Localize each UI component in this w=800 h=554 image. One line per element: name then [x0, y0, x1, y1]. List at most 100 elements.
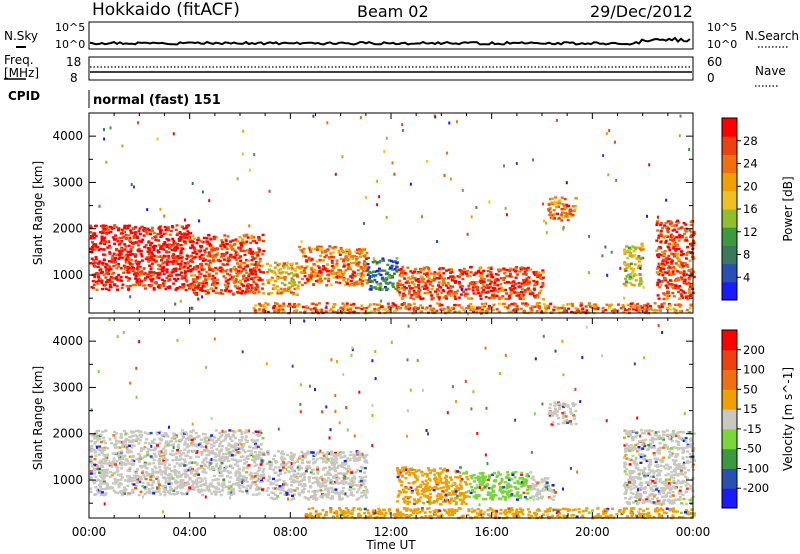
power-cell [339, 257, 343, 261]
velocity-cell [212, 474, 216, 478]
power-cell [433, 278, 437, 281]
power-cell [438, 271, 442, 274]
power-cell [373, 309, 377, 313]
power-cell [482, 278, 486, 281]
power-cell [635, 257, 639, 260]
velocity-cell [94, 486, 98, 489]
power-cell [110, 227, 114, 230]
power-sparse-cell [365, 195, 367, 199]
velocity-cell [226, 433, 230, 436]
velocity-cell [116, 473, 120, 476]
power-cell [231, 292, 235, 295]
power-cell [410, 274, 414, 278]
power-cell [258, 308, 261, 311]
velocity-cell [205, 486, 209, 489]
power-cell [187, 224, 191, 227]
power-cell [311, 302, 315, 305]
power-cell [97, 279, 101, 283]
power-cell [684, 296, 688, 299]
velocity-cell [359, 469, 362, 473]
velocity-cell [230, 439, 234, 442]
power-cell [99, 247, 103, 251]
velocity-cell [258, 433, 262, 437]
velocity-cell [211, 451, 215, 455]
power-cell [189, 240, 192, 244]
power-cell [119, 241, 123, 244]
power-cell [667, 257, 671, 261]
power-cell [660, 303, 664, 306]
velocity-cell [219, 466, 223, 469]
velocity-cell [198, 480, 202, 484]
power-cell [440, 291, 444, 294]
power-cell [529, 307, 533, 310]
power-cell [639, 277, 643, 280]
power-cell [430, 298, 434, 301]
power-sparse-cell [426, 159, 429, 163]
power-cell [533, 288, 537, 292]
velocity-cell [92, 481, 96, 485]
power-cell [243, 265, 247, 268]
power-cell [423, 291, 427, 295]
velocity-cell [145, 438, 149, 441]
power-cell [666, 306, 670, 309]
power-cell [303, 310, 307, 314]
power-cell [349, 279, 353, 283]
velocity-cell [233, 442, 237, 445]
velocity-cell [186, 474, 190, 477]
velocity-cell [212, 444, 216, 447]
velocity-cell [221, 453, 225, 456]
velocity-cell [210, 492, 214, 495]
power-cell [347, 263, 351, 266]
power-cell [120, 246, 124, 250]
power-cell [253, 272, 257, 275]
power-sparse-cell [159, 255, 162, 259]
velocity-cell [242, 458, 246, 462]
velocity-cell [161, 462, 165, 465]
velocity-cell [118, 482, 122, 485]
power-cell [687, 289, 691, 293]
velocity-cell [148, 492, 152, 495]
velocity-cell [178, 455, 182, 458]
power-cell [221, 263, 225, 266]
power-cell [341, 307, 345, 311]
power-cell [358, 279, 362, 282]
velocity-cell [330, 486, 334, 490]
power-sparse-cell [276, 276, 278, 280]
velocity-cell [102, 446, 106, 450]
power-cell [258, 260, 262, 263]
velocity-cell [280, 455, 284, 459]
power-cell [367, 305, 371, 308]
power-cell [656, 229, 660, 232]
velocity-cell [135, 438, 139, 441]
velocity-cell [241, 449, 245, 452]
power-sparse-cell [98, 204, 101, 208]
power-cell [428, 283, 432, 286]
velocity-cell [256, 439, 260, 442]
velocity-cell [259, 457, 263, 460]
power-cell [125, 236, 129, 240]
power-cell [283, 262, 286, 265]
power-cell [659, 234, 663, 237]
power-cell [397, 306, 401, 309]
power-cell [191, 240, 195, 243]
power-cell [196, 236, 200, 239]
power-cell [452, 276, 456, 279]
velocity-cell [245, 480, 249, 483]
power-cell [587, 303, 591, 307]
power-cell [303, 266, 307, 270]
power-cell [96, 273, 100, 277]
power-cell [344, 251, 348, 255]
power-sparse-cell [163, 214, 166, 218]
power-cell [689, 231, 693, 234]
power-cell [358, 249, 362, 252]
velocity-cell [164, 452, 168, 455]
velocity-cell [114, 463, 117, 466]
power-cell [193, 256, 197, 259]
power-cell [334, 276, 338, 279]
power-cell [345, 248, 349, 251]
velocity-cell [128, 466, 132, 470]
velocity-cell [346, 457, 350, 460]
power-cell [114, 253, 118, 256]
velocity-cell [224, 455, 228, 459]
velocity-cell [169, 485, 172, 489]
